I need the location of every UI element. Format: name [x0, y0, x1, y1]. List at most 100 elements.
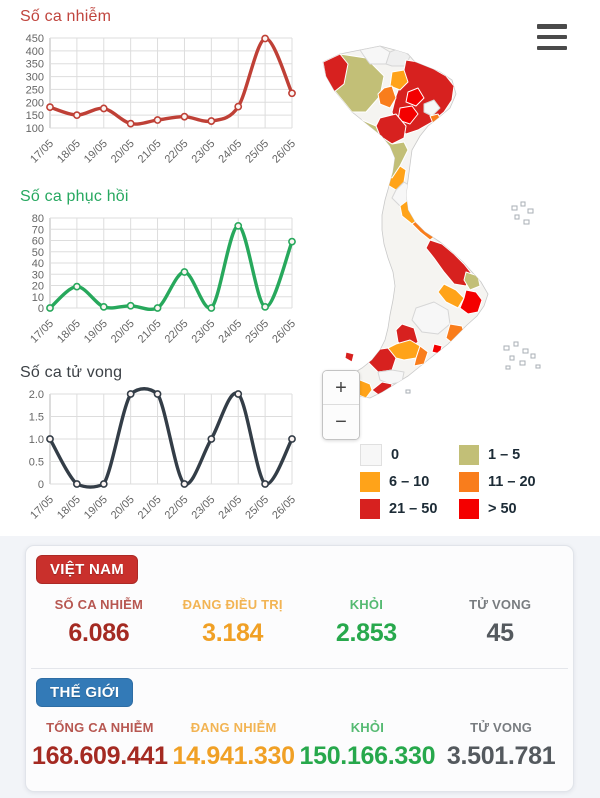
svg-text:22/05: 22/05: [163, 138, 191, 166]
stat-label: SỐ CA NHIỄM: [54, 597, 144, 612]
svg-text:26/05: 26/05: [270, 318, 298, 346]
world-stat-0: TỔNG CA NHIỄM 168.609.441: [32, 720, 168, 771]
svg-text:0.5: 0.5: [29, 457, 44, 469]
svg-text:350: 350: [26, 59, 44, 71]
legend-item: > 50: [459, 498, 574, 519]
chart-block-recovered: Số ca phục hồi 0 10 20 30 40 50 60 70 80 17/05 18/…: [6, 186, 302, 356]
map-legend: 0 1 – 5 6 – 10 11 – 20 21 – 50 > 50: [360, 441, 574, 522]
legend-swatch: [459, 444, 479, 465]
vietnam-stat-3: TỬ VONG 45: [433, 597, 567, 648]
svg-text:0: 0: [38, 479, 44, 491]
legend-label: 1 – 5: [488, 446, 521, 463]
svg-text:23/05: 23/05: [190, 138, 218, 166]
svg-text:10: 10: [32, 292, 44, 304]
stat-value: 14.941.330: [172, 742, 295, 770]
stat-label: ĐANG ĐIỀU TRỊ: [182, 597, 283, 612]
legend-label: 21 – 50: [389, 500, 438, 517]
layers-menu-button[interactable]: [537, 24, 569, 50]
legend-swatch: [360, 498, 380, 519]
legend-item: 1 – 5: [459, 444, 574, 465]
svg-text:22/05: 22/05: [163, 494, 191, 522]
svg-text:19/05: 19/05: [82, 494, 110, 522]
svg-text:400: 400: [26, 46, 44, 58]
island-markers: [344, 201, 541, 394]
svg-text:80: 80: [32, 213, 44, 225]
vietnam-stats-section: VIỆT NAM SỐ CA NHIỄM 6.086 ĐANG ĐIỀU TRỊ 3.…: [26, 546, 573, 668]
svg-text:25/05: 25/05: [243, 138, 271, 166]
legend-item: 0: [360, 443, 455, 466]
svg-text:26/05: 26/05: [270, 494, 298, 522]
legend-label: 11 – 20: [488, 473, 536, 490]
legend-swatch: [360, 471, 380, 492]
svg-text:100: 100: [26, 123, 44, 135]
vietnam-stat-1: ĐANG ĐIỀU TRỊ 3.184: [166, 597, 300, 648]
panel-divider: [31, 668, 568, 669]
svg-text:300: 300: [26, 72, 44, 84]
legend-item: 21 – 50: [360, 498, 455, 519]
svg-text:17/05: 17/05: [28, 318, 56, 346]
svg-text:50: 50: [32, 247, 44, 259]
svg-text:60: 60: [32, 236, 44, 248]
svg-text:200: 200: [26, 97, 44, 109]
stat-value: 45: [486, 619, 515, 647]
vietnam-choropleth-map[interactable]: [300, 0, 600, 540]
legend-label: 0: [391, 446, 400, 463]
svg-text:21/05: 21/05: [136, 318, 164, 346]
legend-swatch: [459, 471, 479, 492]
stat-label: KHỎI: [349, 597, 384, 612]
svg-text:40: 40: [32, 258, 44, 270]
svg-text:18/05: 18/05: [55, 318, 83, 346]
svg-text:150: 150: [26, 110, 44, 122]
svg-text:17/05: 17/05: [28, 494, 56, 522]
world-stats-row: TỔNG CA NHIỄM 168.609.441 ĐANG NHIỄM 14.941…: [26, 707, 573, 791]
chart-title-recovered: Số ca phục hồi: [20, 188, 129, 205]
svg-text:0: 0: [38, 303, 44, 315]
stat-label: KHỎI: [350, 720, 385, 735]
svg-text:1.0: 1.0: [29, 434, 44, 446]
world-stat-3: TỬ VONG 3.501.781: [435, 720, 567, 771]
stat-label: ĐANG NHIỄM: [190, 720, 277, 735]
stat-label: TỔNG CA NHIỄM: [46, 720, 154, 735]
stat-value: 3.184: [202, 619, 264, 647]
svg-text:17/05: 17/05: [28, 138, 56, 166]
svg-text:19/05: 19/05: [82, 318, 110, 346]
svg-text:21/05: 21/05: [136, 138, 164, 166]
zoom-in-button[interactable]: +: [323, 371, 359, 405]
stat-value: 3.501.781: [446, 742, 556, 770]
legend-item: 6 – 10: [360, 471, 455, 492]
chart-title-infections: Số ca nhiễm: [20, 8, 112, 25]
world-stat-2: KHỎI 150.166.330: [300, 720, 436, 771]
svg-text:23/05: 23/05: [190, 494, 218, 522]
vietnam-stats-row: SỐ CA NHIỄM 6.086 ĐANG ĐIỀU TRỊ 3.184 KHỎI 2.…: [26, 584, 573, 668]
chart-title-deaths: Số ca tử vong: [20, 364, 123, 381]
svg-text:1.5: 1.5: [29, 412, 44, 424]
legend-label: > 50: [488, 500, 517, 517]
chart-canvas-deaths[interactable]: 0 0.5 1.0 1.5 2.0 17/0518/0519/0520/0521/0522…: [6, 386, 302, 532]
zoom-out-button[interactable]: −: [323, 405, 359, 439]
stat-value: 6.086: [68, 619, 130, 647]
svg-text:21/05: 21/05: [136, 494, 164, 522]
world-stat-1: ĐANG NHIỄM 14.941.330: [168, 720, 300, 771]
zoom-control: + −: [322, 370, 360, 440]
svg-text:25/05: 25/05: [243, 494, 271, 522]
svg-text:20/05: 20/05: [109, 138, 137, 166]
vietnam-badge: VIỆT NAM: [36, 555, 139, 584]
svg-text:26/05: 26/05: [270, 138, 298, 166]
svg-text:20/05: 20/05: [109, 318, 137, 346]
legend-swatch: [459, 498, 479, 519]
svg-text:24/05: 24/05: [216, 318, 244, 346]
svg-text:24/05: 24/05: [216, 494, 244, 522]
svg-text:22/05: 22/05: [163, 318, 191, 346]
stat-value: 150.166.330: [299, 742, 436, 770]
chart-canvas-infections[interactable]: 10015020025030035040045017/0518/0519/052…: [6, 30, 302, 176]
svg-text:18/05: 18/05: [55, 138, 83, 166]
svg-text:30: 30: [32, 269, 44, 281]
svg-text:25/05: 25/05: [243, 318, 271, 346]
svg-text:450: 450: [26, 33, 44, 45]
stat-label: TỬ VONG: [470, 720, 533, 735]
stat-label: TỬ VONG: [469, 597, 532, 612]
svg-text:70: 70: [32, 224, 44, 236]
world-stats-section: THẾ GIỚI TỔNG CA NHIỄM 168.609.441 ĐANG NH…: [26, 669, 573, 791]
stat-value: 168.609.441: [32, 742, 168, 770]
